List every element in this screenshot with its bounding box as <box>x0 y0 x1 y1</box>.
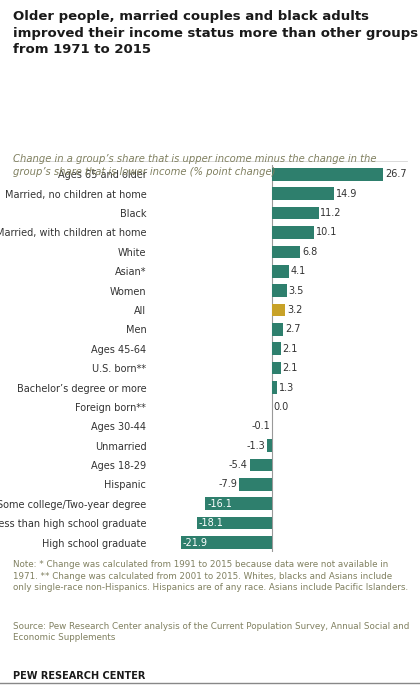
Bar <box>272 362 281 375</box>
Bar <box>272 168 383 180</box>
Text: 14.9: 14.9 <box>336 189 357 199</box>
Text: -0.1: -0.1 <box>251 421 270 431</box>
Text: 3.2: 3.2 <box>287 305 302 315</box>
Text: 26.7: 26.7 <box>385 169 407 179</box>
Text: -18.1: -18.1 <box>199 518 223 528</box>
Bar <box>272 187 334 200</box>
Text: 6.8: 6.8 <box>302 247 317 257</box>
Text: 3.5: 3.5 <box>288 285 304 296</box>
Text: Source: Pew Research Center analysis of the Current Population Survey, Annual So: Source: Pew Research Center analysis of … <box>13 622 409 642</box>
Text: -1.3: -1.3 <box>246 440 265 451</box>
Text: Change in a group’s share that is upper income minus the change in the
group’s s: Change in a group’s share that is upper … <box>13 154 376 177</box>
Text: 10.1: 10.1 <box>316 228 337 237</box>
Bar <box>239 478 272 490</box>
Bar <box>272 265 289 278</box>
Bar <box>272 226 314 239</box>
Bar <box>272 323 283 335</box>
Text: 2.7: 2.7 <box>285 324 300 334</box>
Text: 4.1: 4.1 <box>291 266 306 276</box>
Text: 2.1: 2.1 <box>282 363 298 373</box>
Text: -21.9: -21.9 <box>183 538 208 547</box>
Bar <box>181 536 272 549</box>
Bar <box>249 459 272 471</box>
Bar <box>267 439 272 452</box>
Bar <box>272 246 300 258</box>
Text: PEW RESEARCH CENTER: PEW RESEARCH CENTER <box>13 671 145 681</box>
Text: -5.4: -5.4 <box>229 460 248 470</box>
Bar <box>272 381 278 394</box>
Text: 0.0: 0.0 <box>274 402 289 412</box>
Bar <box>205 497 272 510</box>
Bar <box>272 342 281 355</box>
Bar <box>272 304 285 316</box>
Bar <box>272 206 319 220</box>
Text: Note: * Change was calculated from 1991 to 2015 because data were not available : Note: * Change was calculated from 1991 … <box>13 560 408 591</box>
Bar <box>197 517 272 530</box>
Text: 2.1: 2.1 <box>282 344 298 354</box>
Text: -16.1: -16.1 <box>207 499 232 509</box>
Bar <box>272 284 286 297</box>
Text: 11.2: 11.2 <box>320 208 342 218</box>
Text: 1.3: 1.3 <box>279 383 294 392</box>
Text: Older people, married couples and black adults
improved their income status more: Older people, married couples and black … <box>13 10 418 56</box>
Text: -7.9: -7.9 <box>218 480 237 489</box>
